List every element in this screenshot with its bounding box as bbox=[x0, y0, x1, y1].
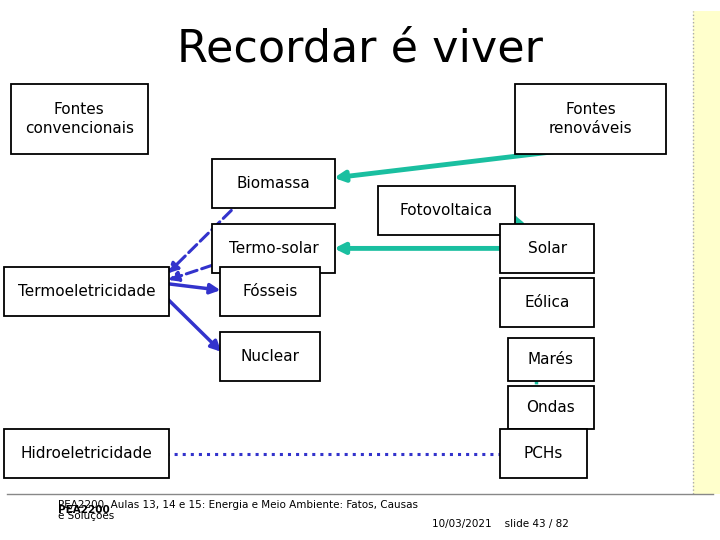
FancyBboxPatch shape bbox=[378, 186, 515, 235]
FancyBboxPatch shape bbox=[212, 159, 335, 208]
FancyBboxPatch shape bbox=[693, 11, 720, 494]
Text: Nuclear: Nuclear bbox=[240, 349, 300, 364]
FancyBboxPatch shape bbox=[500, 429, 587, 478]
Text: Termoeletricidade: Termoeletricidade bbox=[17, 284, 156, 299]
FancyBboxPatch shape bbox=[4, 267, 169, 316]
Text: PCHs: PCHs bbox=[524, 446, 563, 461]
FancyBboxPatch shape bbox=[220, 332, 320, 381]
Text: Recordar é viver: Recordar é viver bbox=[177, 27, 543, 70]
Text: Eólica: Eólica bbox=[524, 295, 570, 310]
FancyBboxPatch shape bbox=[508, 386, 594, 429]
FancyBboxPatch shape bbox=[4, 429, 169, 478]
Text: PEA2200: PEA2200 bbox=[58, 505, 109, 515]
FancyBboxPatch shape bbox=[500, 224, 594, 273]
Text: Hidroeletricidade: Hidroeletricidade bbox=[20, 446, 153, 461]
Text: Termo-solar: Termo-solar bbox=[229, 241, 318, 256]
Text: Marés: Marés bbox=[528, 352, 574, 367]
Text: Fontes
renováveis: Fontes renováveis bbox=[549, 102, 632, 136]
Text: 10/03/2021    slide 43 / 82: 10/03/2021 slide 43 / 82 bbox=[432, 519, 569, 529]
Text: Fósseis: Fósseis bbox=[243, 284, 297, 299]
Text: Fotovoltaica: Fotovoltaica bbox=[400, 203, 493, 218]
Text: Ondas: Ondas bbox=[526, 400, 575, 415]
FancyBboxPatch shape bbox=[11, 84, 148, 154]
Text: Fontes
convencionais: Fontes convencionais bbox=[24, 102, 134, 136]
FancyBboxPatch shape bbox=[515, 84, 666, 154]
FancyBboxPatch shape bbox=[500, 278, 594, 327]
Text: Solar: Solar bbox=[528, 241, 567, 256]
FancyBboxPatch shape bbox=[220, 267, 320, 316]
Text: PEA2200  Aulas 13, 14 e 15: Energia e Meio Ambiente: Fatos, Causas
e Soluções: PEA2200 Aulas 13, 14 e 15: Energia e Mei… bbox=[58, 500, 418, 521]
FancyBboxPatch shape bbox=[212, 224, 335, 273]
FancyBboxPatch shape bbox=[508, 338, 594, 381]
Text: Biomassa: Biomassa bbox=[237, 176, 310, 191]
